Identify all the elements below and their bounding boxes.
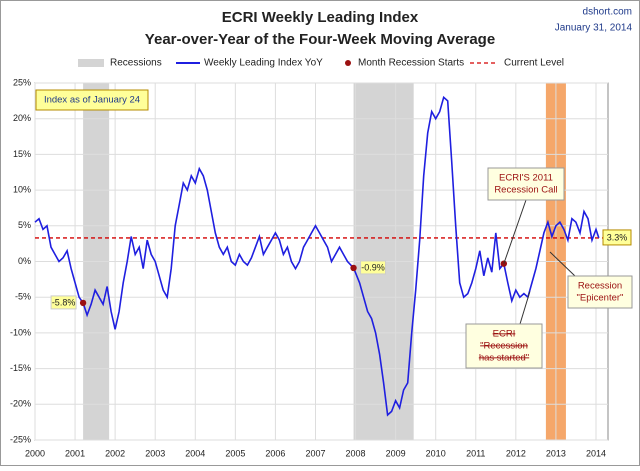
legend-swatch — [78, 59, 104, 67]
annotation-text: ECRI'S 2011 — [499, 173, 553, 184]
x-tick-label: 2001 — [65, 448, 85, 458]
annotation-box — [465, 323, 543, 369]
x-tick-label: 2003 — [145, 448, 165, 458]
x-tick-label: 2011 — [466, 448, 485, 458]
y-tick-label: -25% — [10, 434, 31, 444]
y-tick-label: 10% — [13, 184, 31, 194]
annotation-text: has started" — [479, 353, 529, 364]
x-tick-label: 2005 — [225, 448, 245, 458]
line-series — [34, 95, 600, 417]
x-tick-label: 2006 — [265, 448, 285, 458]
x-tick-label: 2007 — [305, 448, 325, 458]
value-label: -5.8% — [52, 297, 76, 307]
recession-start-marker — [350, 264, 357, 272]
y-tick-label: 5% — [18, 220, 31, 230]
y-tick-label: 20% — [13, 113, 31, 123]
annotation-box — [487, 167, 565, 201]
annotation-box — [35, 89, 149, 111]
legend-label: Weekly Leading Index YoY — [204, 58, 323, 69]
value-label-box — [360, 260, 387, 275]
source: dshort.com — [583, 7, 632, 18]
legend-label: Month Recession Starts — [358, 58, 464, 69]
x-tick-label: 2008 — [346, 448, 366, 458]
annotation-arrow — [549, 251, 576, 277]
x-tick-label: 2004 — [185, 448, 205, 458]
annotation-text: "Epicenter" — [577, 293, 624, 304]
legend-label: Recessions — [110, 58, 162, 69]
chart-title: ECRI Weekly Leading Index — [222, 9, 419, 26]
annotation-text: ECRI — [493, 329, 516, 340]
value-label-box — [50, 295, 77, 310]
y-tick-label: 25% — [13, 77, 31, 87]
value-label: -0.9% — [361, 262, 385, 272]
annotation-text: Index as of January 24 — [44, 95, 140, 106]
x-tick-label: 2010 — [426, 448, 446, 458]
annotation-arrow — [519, 291, 531, 325]
x-tick-label: 2012 — [506, 448, 526, 458]
value-label: 3.3% — [607, 232, 628, 242]
y-tick-label: -20% — [10, 399, 31, 409]
value-label-box — [602, 229, 632, 246]
y-tick-label: 0% — [18, 256, 31, 266]
x-tick-label: 2000 — [25, 448, 45, 458]
annotation-text: Recession — [578, 281, 622, 292]
legend-label: Current Level — [504, 58, 564, 69]
annotation-text: Recession Call — [494, 185, 557, 196]
date: January 31, 2014 — [555, 23, 633, 34]
legend-swatch — [345, 60, 351, 66]
annotation-box — [567, 275, 633, 309]
chart-subtitle: Year-over-Year of the Four-Week Moving A… — [145, 31, 495, 48]
x-tick-label: 2002 — [105, 448, 125, 458]
annotation-text: "Recession — [480, 341, 528, 352]
x-tick-label: 2014 — [586, 448, 606, 458]
recession-start-marker — [79, 299, 87, 307]
y-tick-label: 15% — [13, 149, 31, 159]
annotation-arrow — [503, 199, 527, 264]
y-tick-label: -15% — [10, 363, 31, 373]
x-tick-label: 2013 — [546, 448, 566, 458]
y-tick-label: -5% — [15, 292, 31, 302]
y-tick-label: -10% — [10, 327, 31, 337]
x-tick-label: 2009 — [386, 448, 406, 458]
